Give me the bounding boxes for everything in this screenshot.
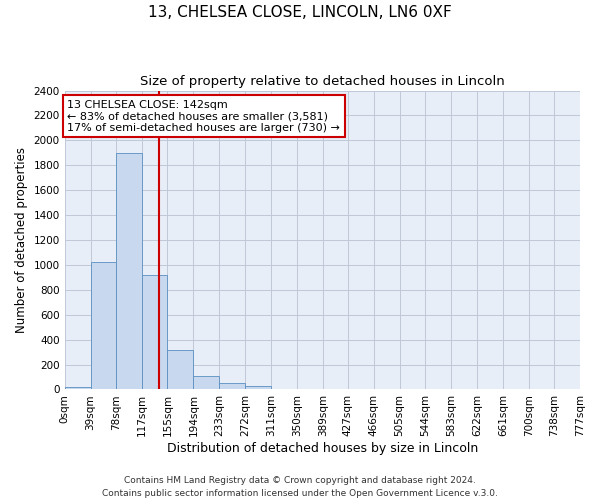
Bar <box>167 350 193 390</box>
Bar <box>271 389 297 390</box>
Text: Contains HM Land Registry data © Crown copyright and database right 2024.
Contai: Contains HM Land Registry data © Crown c… <box>102 476 498 498</box>
Bar <box>65 387 91 390</box>
Bar <box>193 376 219 390</box>
Bar <box>245 386 271 390</box>
Bar <box>116 153 142 390</box>
Y-axis label: Number of detached properties: Number of detached properties <box>15 147 28 333</box>
Title: Size of property relative to detached houses in Lincoln: Size of property relative to detached ho… <box>140 75 505 88</box>
Bar <box>142 275 167 390</box>
X-axis label: Distribution of detached houses by size in Lincoln: Distribution of detached houses by size … <box>167 442 478 455</box>
Bar <box>91 262 116 390</box>
Bar <box>219 382 245 390</box>
Text: 13 CHELSEA CLOSE: 142sqm
← 83% of detached houses are smaller (3,581)
17% of sem: 13 CHELSEA CLOSE: 142sqm ← 83% of detach… <box>67 100 340 132</box>
Text: 13, CHELSEA CLOSE, LINCOLN, LN6 0XF: 13, CHELSEA CLOSE, LINCOLN, LN6 0XF <box>148 5 452 20</box>
